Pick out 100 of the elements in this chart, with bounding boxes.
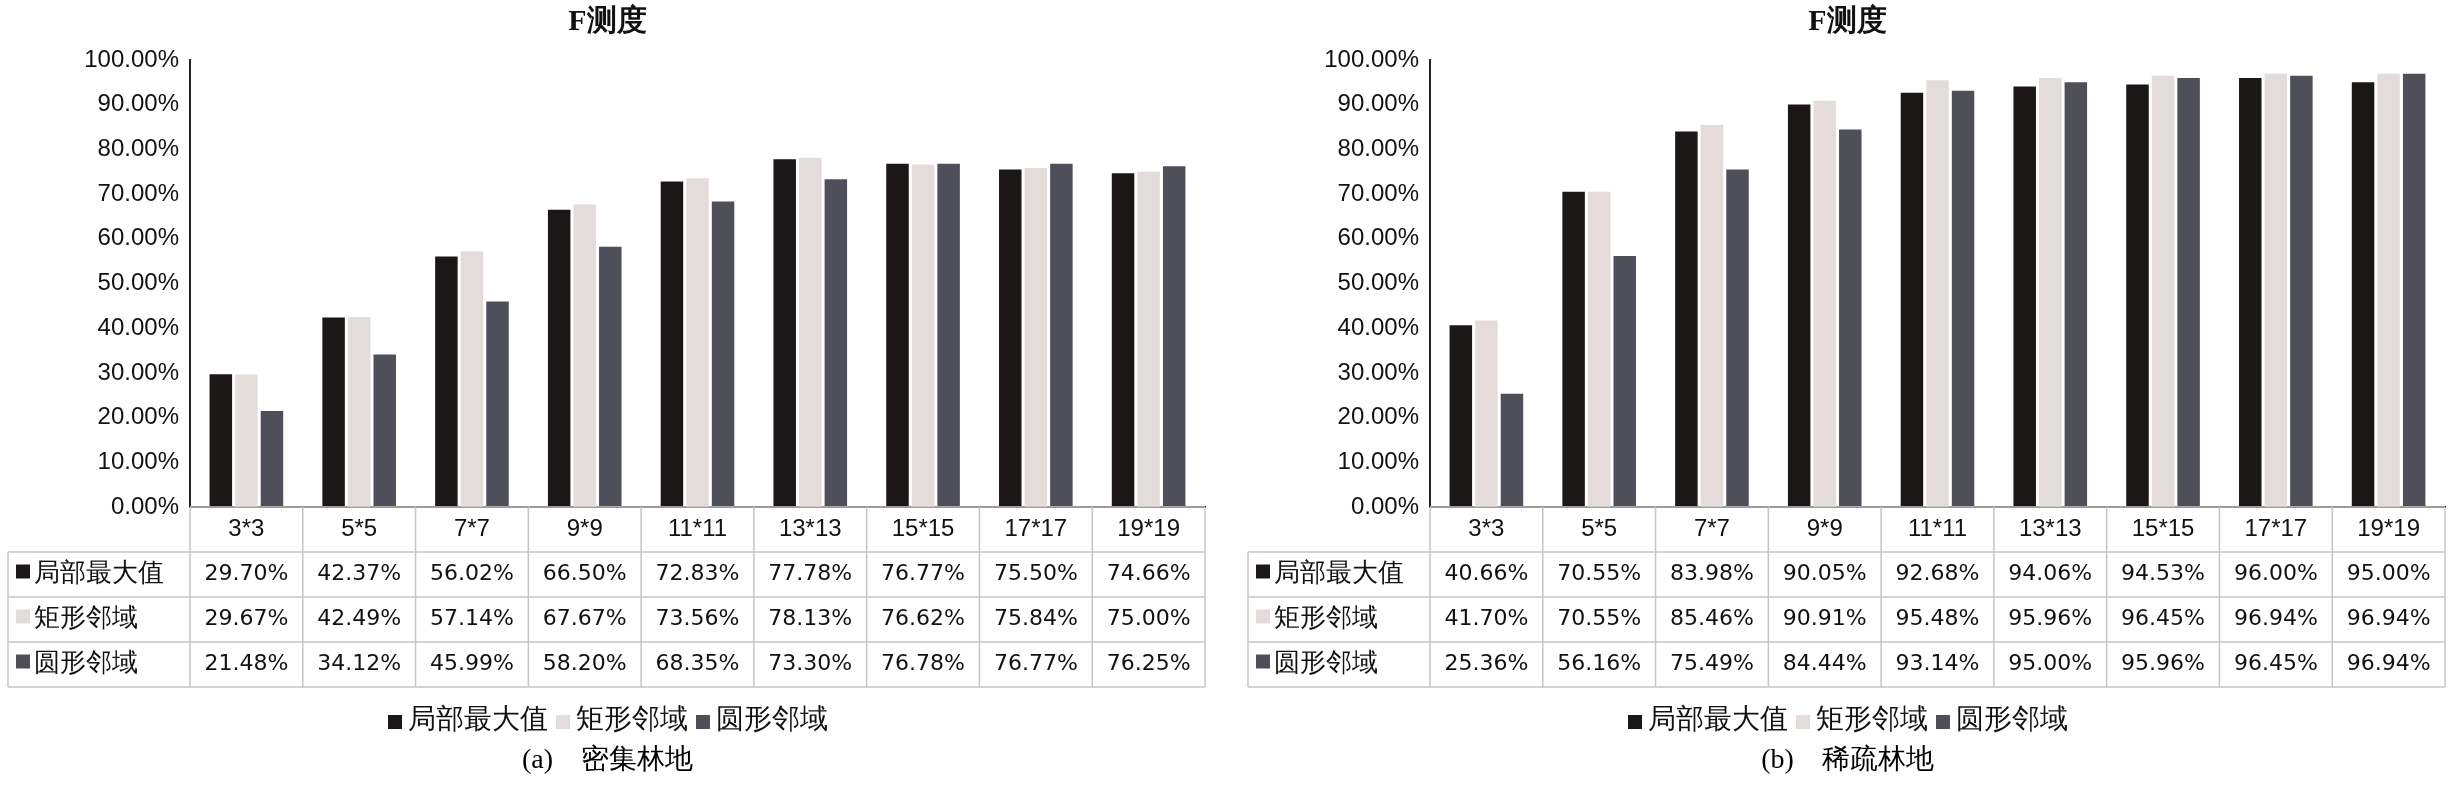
y-tick-label: 70.00% <box>1337 178 1419 206</box>
y-tick-label: 100.00% <box>1324 44 1419 72</box>
bar <box>347 317 371 507</box>
bar <box>911 164 935 507</box>
x-tick-label: 3*3 <box>228 514 265 542</box>
data-label: 70.55% <box>1557 605 1642 631</box>
y-tick-label: 90.00% <box>1337 89 1419 117</box>
bar <box>1162 166 1186 507</box>
bar <box>2177 78 2200 507</box>
bar <box>2126 84 2149 507</box>
text: 矩形邻域 <box>1815 703 1928 734</box>
data-label: 95.48% <box>1895 605 1980 631</box>
legend-label: 圆形邻域 <box>1274 648 1378 678</box>
bar <box>1562 191 1585 507</box>
x-tick-label: 11*11 <box>1907 514 1968 542</box>
data-label: 83.98% <box>1670 560 1754 586</box>
data-label: 40.66% <box>1444 560 1529 586</box>
data-label: 25.36% <box>1444 650 1529 676</box>
data-label: 92.68% <box>1895 560 1980 586</box>
bar <box>1024 168 1048 507</box>
bar <box>1926 80 1949 507</box>
data-label: 75.50% <box>993 560 1078 586</box>
data-label: 42.49% <box>317 605 402 631</box>
data-label: 66.50% <box>542 560 627 586</box>
legend-label: 矩形邻域 <box>34 603 138 633</box>
bar <box>799 157 822 507</box>
chart-title: F测度 <box>568 2 647 36</box>
data-label: 21.48% <box>204 650 289 676</box>
y-tick-label: 20.00% <box>97 402 179 430</box>
text: 矩形邻域 <box>575 703 688 734</box>
data-label: 96.94% <box>2233 605 2318 631</box>
data-label: 34.12% <box>317 650 402 676</box>
x-tick-label: 17*17 <box>2244 514 2308 542</box>
bar <box>1137 171 1160 507</box>
data-label: 73.30% <box>768 650 853 676</box>
bar <box>460 251 484 507</box>
y-tick-label: 90.00% <box>97 89 179 117</box>
legend-label: 矩形邻域 <box>1274 603 1378 633</box>
bar <box>486 301 509 507</box>
x-tick-label: 7*7 <box>453 514 490 542</box>
data-label: 78.13% <box>768 605 853 631</box>
data-label: 94.53% <box>2121 560 2205 586</box>
text: 圆形邻域 <box>1955 703 2068 734</box>
data-label: 84.44% <box>1782 650 1867 676</box>
bar <box>209 374 233 507</box>
bar <box>886 163 909 507</box>
y-tick-label: 70.00% <box>97 178 179 206</box>
bar <box>1951 90 1975 507</box>
bar <box>435 256 458 507</box>
y-tick-label: 30.00% <box>97 357 179 385</box>
data-label: 95.00% <box>2008 650 2093 676</box>
text: (b) 稀疏林地 <box>1760 742 1935 776</box>
x-tick-label: 9*9 <box>566 514 603 542</box>
data-label: 41.70% <box>1444 605 1529 631</box>
bar <box>235 374 258 507</box>
y-tick-label: 50.00% <box>1337 268 1419 296</box>
x-tick-label: 5*5 <box>1581 514 1618 542</box>
data-label: 95.96% <box>2121 650 2205 676</box>
data-label: 74.66% <box>1106 560 1191 586</box>
y-tick-label: 40.00% <box>1337 312 1419 340</box>
y-tick-label: 0.00% <box>110 491 179 519</box>
data-label: 57.14% <box>430 605 514 631</box>
data-label: 76.77% <box>993 650 1078 676</box>
data-label: 29.70% <box>204 560 289 586</box>
bar <box>2039 78 2062 507</box>
bar <box>1111 173 1135 507</box>
data-label: 95.00% <box>2346 560 2431 586</box>
x-tick-label: 19*19 <box>2357 514 2420 542</box>
y-tick-label: 20.00% <box>1337 402 1419 430</box>
bar <box>2264 73 2288 507</box>
bar <box>2151 75 2175 507</box>
bar <box>1500 393 1524 507</box>
text: 圆形邻域 <box>715 703 828 734</box>
bar <box>2239 77 2262 507</box>
text: 局部最大值 <box>407 703 548 734</box>
data-label: 76.25% <box>1106 650 1191 676</box>
data-label: 85.46% <box>1670 605 1754 631</box>
data-label: 67.67% <box>542 605 627 631</box>
bar <box>2351 82 2375 507</box>
legend-label: 局部最大值 <box>1274 558 1404 588</box>
y-tick-label: 60.00% <box>97 223 179 251</box>
bar <box>1900 92 1924 507</box>
bar <box>2013 86 2036 507</box>
data-label: 96.00% <box>2233 560 2318 586</box>
data-label: 45.99% <box>430 650 514 676</box>
legend-label: 圆形邻域 <box>34 648 138 678</box>
x-tick-label: 7*7 <box>1693 514 1730 542</box>
y-tick-label: 30.00% <box>1337 357 1419 385</box>
data-label: 58.20% <box>542 650 627 676</box>
text: (a) 密集林地 <box>520 742 695 776</box>
bar <box>711 201 735 507</box>
data-label: 56.16% <box>1557 650 1642 676</box>
bar <box>1726 169 1749 507</box>
x-tick-label: 19*19 <box>1117 514 1180 542</box>
data-label: 76.62% <box>881 605 965 631</box>
x-tick-label: 3*3 <box>1468 514 1505 542</box>
x-tick-label: 15*15 <box>2131 514 2195 542</box>
data-label: 77.78% <box>768 560 853 586</box>
data-label: 96.94% <box>2346 650 2431 676</box>
bar <box>599 246 622 507</box>
